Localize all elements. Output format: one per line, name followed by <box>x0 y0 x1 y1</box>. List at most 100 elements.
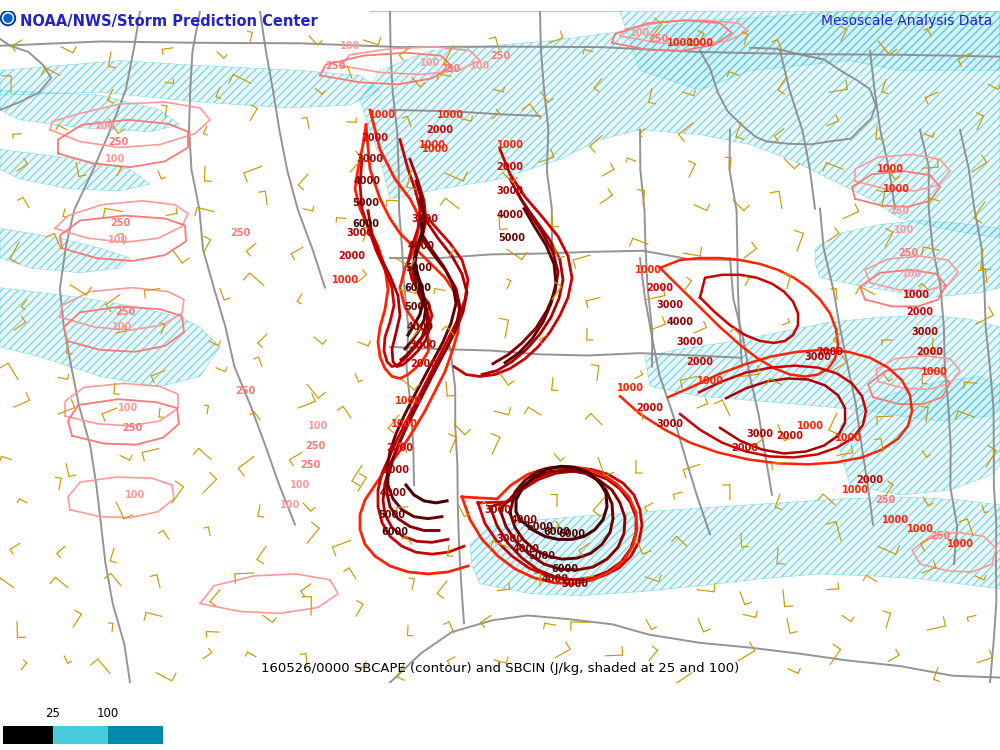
Text: 250: 250 <box>325 61 345 70</box>
Text: 100: 100 <box>280 500 300 510</box>
Bar <box>108 726 163 744</box>
Text: 100: 100 <box>420 58 440 68</box>
Text: 6000: 6000 <box>544 527 570 538</box>
Text: 3000: 3000 <box>676 337 704 347</box>
Text: 2000: 2000 <box>906 308 934 317</box>
Circle shape <box>0 10 16 26</box>
Text: 5000: 5000 <box>498 233 526 243</box>
Polygon shape <box>0 149 150 191</box>
Text: 250: 250 <box>930 532 950 542</box>
Text: 6000: 6000 <box>352 220 380 230</box>
Text: 100: 100 <box>308 421 328 430</box>
Text: 100: 100 <box>118 403 138 413</box>
Text: 2000: 2000 <box>732 442 759 452</box>
Text: 4000: 4000 <box>666 317 694 327</box>
Text: 100: 100 <box>95 121 115 130</box>
Text: 1000: 1000 <box>418 140 446 149</box>
Text: 250: 250 <box>300 460 320 470</box>
Text: 1000: 1000 <box>422 145 448 154</box>
Text: 250: 250 <box>490 51 510 61</box>
Text: 250: 250 <box>898 248 918 258</box>
Text: 4000: 4000 <box>542 574 568 584</box>
Text: 4000: 4000 <box>380 488 406 498</box>
Text: 3000: 3000 <box>410 340 436 350</box>
Text: 1000: 1000 <box>906 524 934 535</box>
Text: 100: 100 <box>125 490 145 500</box>
Text: 5000: 5000 <box>352 198 380 208</box>
Text: 1000: 1000 <box>834 433 862 442</box>
Text: 100: 100 <box>630 28 650 38</box>
Text: 5000: 5000 <box>404 302 432 313</box>
Text: 3000: 3000 <box>356 154 384 164</box>
Text: 4000: 4000 <box>408 242 434 251</box>
Text: 2000: 2000 <box>686 357 714 367</box>
Text: 4000: 4000 <box>406 322 434 332</box>
Text: 100: 100 <box>112 322 132 332</box>
Text: 2000: 2000 <box>856 476 884 485</box>
Bar <box>53 726 108 744</box>
Text: 100: 100 <box>108 236 128 245</box>
Text: 1000: 1000 <box>796 421 824 430</box>
Text: 100: 100 <box>894 226 914 236</box>
Circle shape <box>4 14 12 22</box>
Text: 160526/0000 SBCAPE (contour) and SBCIN (J/kg, shaded at 25 and 100): 160526/0000 SBCAPE (contour) and SBCIN (… <box>261 662 739 674</box>
Text: 2000: 2000 <box>816 346 844 357</box>
Polygon shape <box>0 61 380 108</box>
Text: 5000: 5000 <box>406 263 432 273</box>
Text: 1000: 1000 <box>946 539 974 549</box>
Text: 250: 250 <box>875 495 895 505</box>
Text: 1000: 1000 <box>635 265 662 275</box>
Text: 5000: 5000 <box>528 551 556 561</box>
Polygon shape <box>840 376 1000 495</box>
Polygon shape <box>360 11 1000 238</box>
Text: 2000: 2000 <box>637 403 664 413</box>
Polygon shape <box>0 90 180 132</box>
Text: 250: 250 <box>305 440 325 451</box>
Text: 5000: 5000 <box>562 579 588 589</box>
Text: 250: 250 <box>230 228 250 238</box>
Text: 250: 250 <box>648 34 668 44</box>
Text: 250: 250 <box>108 136 128 146</box>
Text: 1000: 1000 <box>332 274 358 285</box>
Text: 1000: 1000 <box>883 184 910 194</box>
Text: 6000: 6000 <box>382 527 409 538</box>
Text: 100: 100 <box>290 480 310 490</box>
Text: 3000: 3000 <box>412 214 438 223</box>
Text: 1000: 1000 <box>496 140 524 149</box>
Text: 5000: 5000 <box>526 521 554 532</box>
Text: 250: 250 <box>110 218 130 229</box>
Text: Mesoscale Analysis Data: Mesoscale Analysis Data <box>821 14 992 28</box>
Text: 6000: 6000 <box>404 283 432 292</box>
Text: 3000: 3000 <box>496 534 524 544</box>
Text: 4000: 4000 <box>354 176 380 186</box>
Text: 250: 250 <box>235 386 255 396</box>
Text: 3000: 3000 <box>656 301 684 310</box>
Text: 2000: 2000 <box>776 430 804 441</box>
Text: 1000: 1000 <box>394 396 422 406</box>
Text: 250: 250 <box>440 64 460 74</box>
Text: 2000: 2000 <box>362 133 388 142</box>
Text: 100: 100 <box>902 268 922 279</box>
Text: 150: 150 <box>890 206 910 216</box>
Text: 3000: 3000 <box>804 352 832 362</box>
Text: 25: 25 <box>46 707 60 720</box>
Text: 100: 100 <box>105 154 125 164</box>
Text: 3000: 3000 <box>656 419 684 429</box>
Text: 1000: 1000 <box>882 514 908 524</box>
Text: 2000: 2000 <box>338 251 366 261</box>
Polygon shape <box>815 220 1000 298</box>
Text: 5000: 5000 <box>378 510 406 520</box>
Text: 100: 100 <box>340 40 360 51</box>
Text: 100: 100 <box>97 707 119 720</box>
Text: 1000: 1000 <box>390 419 418 429</box>
Text: 2000: 2000 <box>386 442 414 452</box>
Text: 4000: 4000 <box>512 544 540 554</box>
Text: 1000: 1000 <box>876 164 904 174</box>
Text: 250: 250 <box>122 423 142 433</box>
Polygon shape <box>0 288 220 386</box>
Text: 1000: 1000 <box>842 485 868 495</box>
Text: 4000: 4000 <box>496 209 524 220</box>
Polygon shape <box>645 315 1000 421</box>
Text: 2000: 2000 <box>426 124 454 135</box>
Polygon shape <box>470 497 1000 596</box>
